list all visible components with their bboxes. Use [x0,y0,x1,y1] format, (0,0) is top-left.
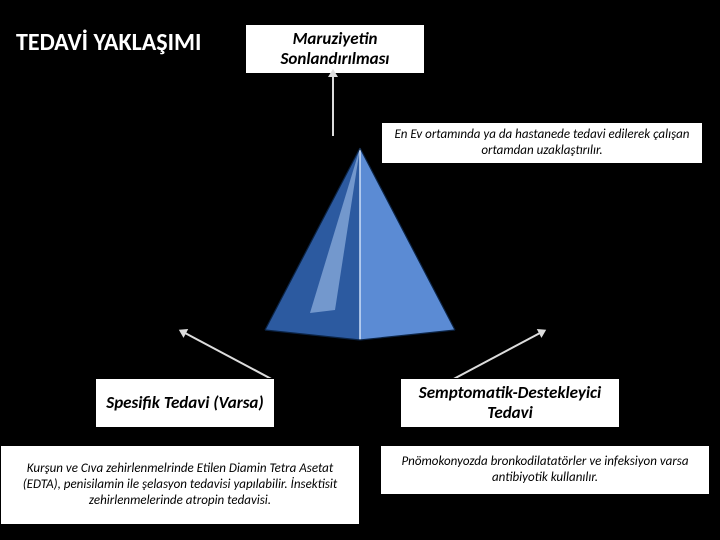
node-right-heading-box: Semptomatik-Destekleyici Tedavi [400,378,620,428]
node-right-desc-box: Pnömokonyozda bronkodilatatörler ve infe… [380,445,710,495]
node-left-heading-box: Spesifik Tedavi (Varsa) [95,378,275,428]
node-left-heading: Spesifik Tedavi (Varsa) [106,393,263,413]
page-title: TEDAVİ YAKLAŞIMI [16,28,201,57]
node-left-desc-box: Kurşun ve Cıva zehirlenmelrinde Etilen D… [0,445,360,525]
node-left-desc: Kurşun ve Cıva zehirlenmelrinde Etilen D… [11,461,349,510]
node-right-heading: Semptomatik-Destekleyici Tedavi [411,383,609,424]
pyramid-icon [255,140,465,350]
node-top-heading-box: Maruziyetin Sonlandırılması [245,24,425,74]
arrow-top-icon [332,76,334,136]
node-right-desc: Pnömokonyozda bronkodilatatörler ve infe… [391,454,699,487]
node-top-heading: Maruziyetin Sonlandırılması [256,29,414,70]
